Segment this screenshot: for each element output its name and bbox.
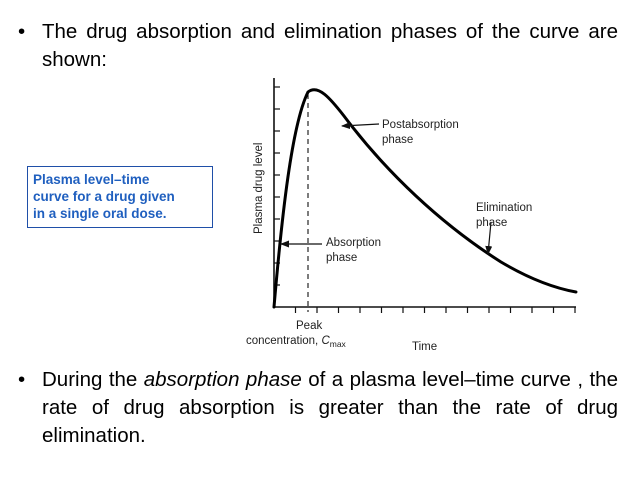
postabsorption-label-line-2: phase — [382, 134, 413, 146]
elimination-label-line-1: Elimination — [476, 202, 532, 214]
cmax-symbol: C — [321, 335, 330, 347]
bullet-2-text: During the absorption phase of a plasma … — [42, 366, 618, 450]
bullet-2-after: of a plasma level–time curve , the rate … — [42, 368, 618, 447]
postabsorption-arrow — [341, 122, 380, 130]
x-axis-ticks — [294, 307, 576, 313]
caption-line-3: in a single oral dose. — [33, 206, 167, 221]
caption-line-2: curve for a drug given — [33, 189, 175, 204]
absorption-label-line-2: phase — [326, 252, 357, 264]
bullet-1-text: The drug absorption and elimination phas… — [42, 20, 618, 71]
bullet-2-emphasis: absorption phase — [143, 368, 302, 391]
bullet-point-2: • During the absorption phase of a plasm… — [18, 366, 618, 450]
bullet-point-1: • The drug absorption and elimination ph… — [18, 18, 618, 74]
bullet-dot: • — [18, 20, 26, 43]
peak-label-line-1: Peak — [296, 320, 322, 332]
caption-line-1: Plasma level–time — [33, 172, 150, 187]
y-axis-label: Plasma drug level — [253, 143, 265, 234]
absorption-label-line-1: Absorption — [326, 237, 381, 249]
caption-box: Plasma level–time curve for a drug given… — [27, 166, 213, 228]
peak-label-line-2: concentration, Cmax — [246, 335, 347, 349]
elimination-arrow — [485, 221, 493, 255]
bullet-dot: • — [18, 368, 26, 391]
plasma-level-curve — [272, 88, 578, 309]
peak-label-prefix: concentration, — [246, 335, 321, 347]
postabsorption-label-line-1: Postabsorption — [382, 119, 459, 131]
bullet-2-before: During the — [42, 368, 144, 391]
cmax-subscript: max — [330, 339, 347, 349]
elimination-label-line-2: phase — [476, 217, 507, 229]
x-axis-label: Time — [412, 341, 437, 353]
plasma-level-time-curve-diagram: Plasma drug level Postabsorption phase E… — [246, 78, 578, 353]
